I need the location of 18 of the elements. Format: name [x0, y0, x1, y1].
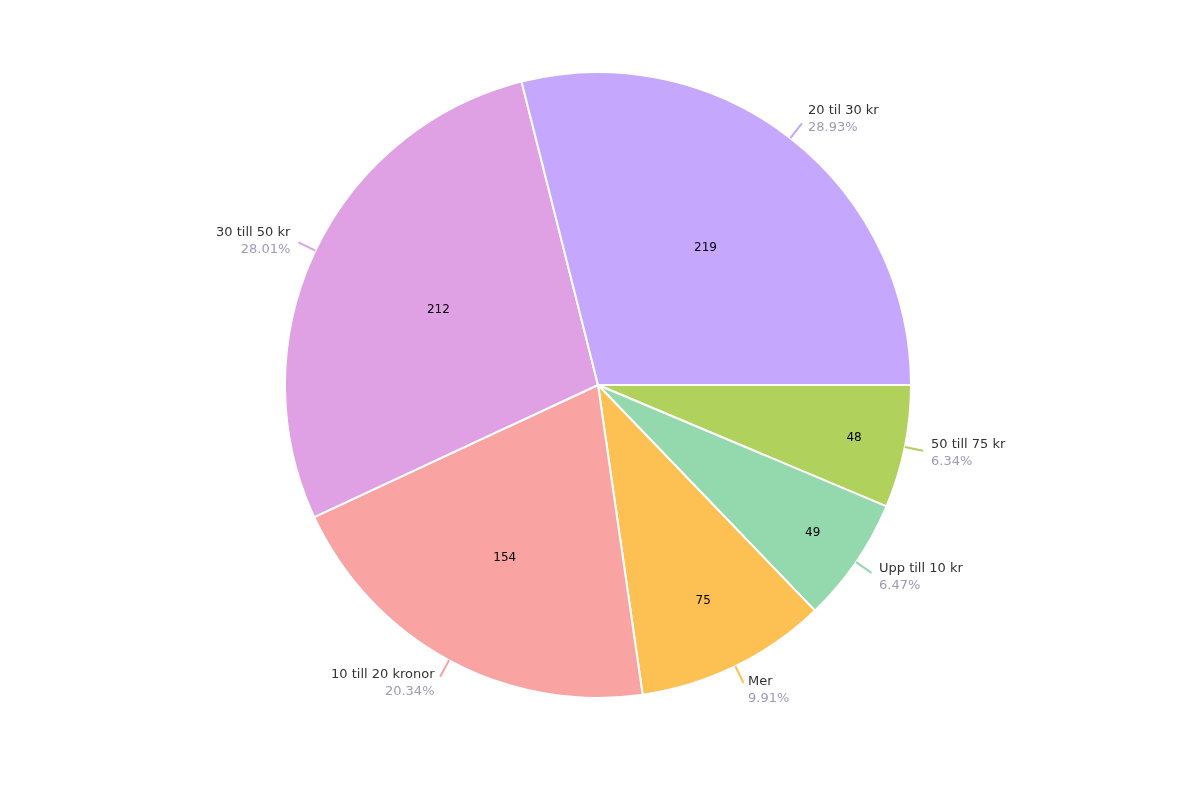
data-label: 49: [805, 525, 821, 540]
slice-label: Mer: [748, 673, 774, 688]
text: 28.93%: [808, 118, 858, 134]
data-label: 154: [493, 550, 517, 565]
data-label: 219: [694, 239, 717, 254]
slice-label: 20 til 30 kr: [808, 102, 880, 117]
slice-label: 10 till 20 kronor: [331, 666, 436, 681]
text: 6.34%: [931, 452, 973, 468]
slice-label: 50 till 75 kr: [931, 436, 1006, 451]
slice-label: Upp till 10 kr: [879, 560, 964, 575]
text: 6.47%: [879, 576, 921, 592]
text: 20.34%: [384, 682, 435, 698]
data-label: 75: [695, 593, 711, 608]
data-label: 212: [426, 302, 450, 317]
text: 9.91%: [748, 689, 790, 705]
data-label: 48: [846, 429, 862, 444]
text: 28.01%: [240, 240, 291, 256]
slice-label: 30 till 50 kr: [216, 224, 291, 239]
